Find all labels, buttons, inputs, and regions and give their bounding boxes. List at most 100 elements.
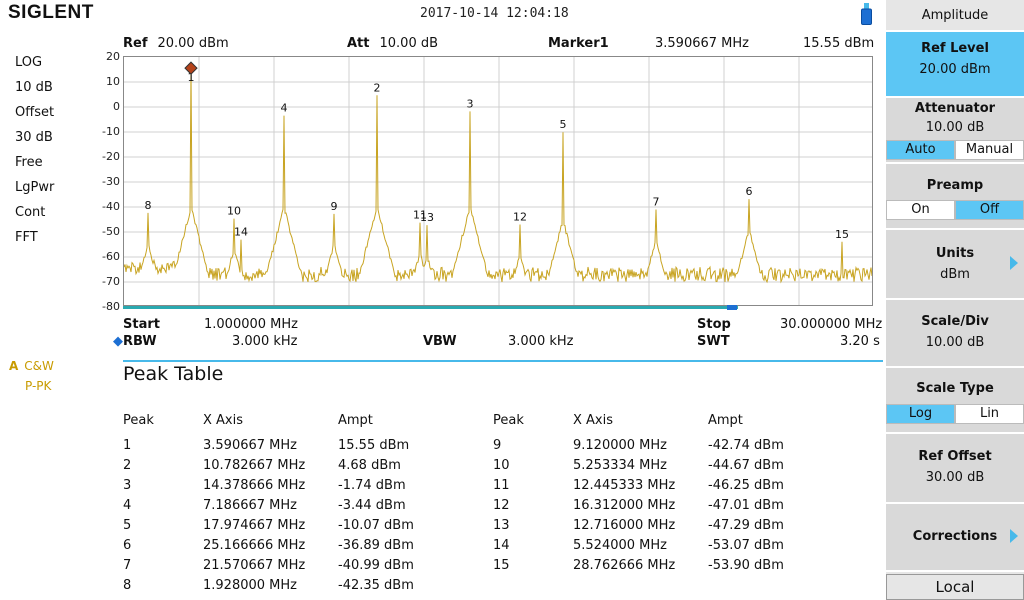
status-avg-type: LgPwr	[15, 180, 55, 195]
swt-value: 3.20 s	[840, 334, 880, 349]
table-cell: 12.716000 MHz	[573, 518, 676, 533]
usb-icon	[861, 3, 872, 25]
table-header: X Axis	[203, 413, 244, 428]
peak-label: 14	[234, 226, 248, 239]
submenu-arrow-icon	[1010, 256, 1018, 270]
peak-label: 13	[420, 211, 434, 224]
table-header: X Axis	[573, 413, 614, 428]
table-cell: -10.07 dBm	[338, 518, 414, 533]
start-freq: 1.000000 MHz	[204, 317, 298, 332]
y-tick-label: -70	[102, 275, 120, 288]
table-cell: 1	[123, 438, 132, 453]
table-cell: 5.524000 MHz	[573, 538, 667, 553]
peak-table-title: Peak Table	[123, 363, 224, 385]
table-cell: 5	[123, 518, 132, 533]
softkey-menu: Amplitude Ref Level 20.00 dBm Attenuator…	[886, 0, 1024, 600]
table-cell: 3	[123, 478, 132, 493]
attenuator-auto-option[interactable]: Auto	[886, 140, 955, 160]
scale-div-softkey[interactable]: Scale/Div 10.00 dB	[886, 300, 1024, 368]
y-tick-label: -60	[102, 250, 120, 263]
scale-lin-option[interactable]: Lin	[955, 404, 1024, 424]
table-cell: -44.67 dBm	[708, 458, 784, 473]
y-tick-label: 0	[113, 100, 120, 113]
trace-indicator: A C&W P-PK	[9, 356, 54, 396]
attenuator-manual-option[interactable]: Manual	[955, 140, 1024, 160]
marker-label: Marker1	[548, 36, 609, 51]
preamp-on-option[interactable]: On	[886, 200, 955, 220]
table-cell: -40.99 dBm	[338, 558, 414, 573]
table-cell: 21.570667 MHz	[203, 558, 306, 573]
attenuator-softkey[interactable]: Attenuator 10.00 dB Auto Manual	[886, 98, 1024, 164]
status-offset-value: 30 dB	[15, 130, 53, 145]
trace-span-bar	[123, 305, 738, 310]
peak-label: 9	[331, 200, 338, 213]
peak-label: 4	[281, 102, 288, 115]
status-panel: LOG 10 dB Offset 30 dB Free LgPwr Cont F…	[15, 50, 54, 250]
rbw-label: ◆RBW	[113, 334, 157, 349]
table-cell: 8	[123, 578, 132, 593]
y-tick-label: -10	[102, 125, 120, 138]
table-cell: 14	[493, 538, 510, 553]
marker-1-icon	[184, 61, 198, 75]
table-header: Peak	[493, 413, 524, 428]
table-cell: 9	[493, 438, 502, 453]
table-cell: 9.120000 MHz	[573, 438, 667, 453]
table-cell: 15.55 dBm	[338, 438, 410, 453]
table-cell: 10.782667 MHz	[203, 458, 306, 473]
stop-freq: 30.000000 MHz	[780, 317, 883, 332]
peak-label: 11	[413, 209, 427, 222]
table-cell: 15	[493, 558, 510, 573]
table-cell: -42.35 dBm	[338, 578, 414, 593]
table-header: Ampt	[708, 413, 743, 428]
local-button[interactable]: Local	[886, 574, 1024, 600]
ref-level-softkey[interactable]: Ref Level 20.00 dBm	[886, 32, 1024, 98]
table-cell: 12	[493, 498, 510, 513]
table-cell: 7.186667 MHz	[203, 498, 297, 513]
table-cell: -47.29 dBm	[708, 518, 784, 533]
rbw-value: 3.000 kHz	[232, 334, 298, 349]
table-cell: -53.07 dBm	[708, 538, 784, 553]
status-sweep-type: FFT	[15, 230, 38, 245]
table-cell: 28.762666 MHz	[573, 558, 676, 573]
table-cell: 16.312000 MHz	[573, 498, 676, 513]
table-cell: 4	[123, 498, 132, 513]
menu-title: Amplitude	[886, 0, 1024, 32]
peak-label: 15	[835, 228, 849, 241]
table-cell: -47.01 dBm	[708, 498, 784, 513]
table-cell: -1.74 dBm	[338, 478, 406, 493]
table-header: Ampt	[338, 413, 373, 428]
table-cell: 17.974667 MHz	[203, 518, 306, 533]
peak-label: 5	[560, 118, 567, 131]
stop-label: Stop	[697, 317, 731, 332]
table-cell: 4.68 dBm	[338, 458, 401, 473]
scale-type-softkey[interactable]: Scale Type Log Lin	[886, 368, 1024, 434]
y-tick-label: -80	[102, 300, 120, 313]
status-scale: LOG	[15, 55, 43, 70]
peak-label: 3	[466, 97, 473, 110]
peak-label: 12	[513, 211, 527, 224]
peak-label: 7	[653, 195, 660, 208]
vbw-label: VBW	[423, 334, 457, 349]
ref-level-readout: Ref 20.00 dBm	[123, 36, 229, 51]
start-label: Start	[123, 317, 160, 332]
table-cell: 10	[493, 458, 510, 473]
status-offset-label: Offset	[15, 105, 55, 120]
trace-mode: C&W	[24, 359, 54, 373]
status-sweep-mode: Cont	[15, 205, 46, 220]
scale-log-option[interactable]: Log	[886, 404, 955, 424]
spectrum-graph[interactable]: 1 2 3 4 5 6 7 8 9 10 11 12 13 14 15	[123, 56, 873, 306]
marker-frequency: 3.590667 MHz	[655, 36, 749, 51]
y-tick-label: -40	[102, 200, 120, 213]
units-softkey[interactable]: Units dBm	[886, 230, 1024, 300]
preamp-softkey[interactable]: Preamp On Off	[886, 164, 1024, 230]
table-cell: 12.445333 MHz	[573, 478, 676, 493]
table-cell: 1.928000 MHz	[203, 578, 297, 593]
preamp-off-option[interactable]: Off	[955, 200, 1024, 220]
status-div: 10 dB	[15, 80, 53, 95]
trace-letter: A	[9, 359, 19, 373]
datetime: 2017-10-14 12:04:18	[420, 6, 569, 21]
ref-offset-softkey[interactable]: Ref Offset 30.00 dB	[886, 434, 1024, 504]
trace-detector: P-PK	[25, 379, 52, 393]
y-tick-label: 20	[106, 50, 120, 63]
corrections-softkey[interactable]: Corrections	[886, 504, 1024, 572]
